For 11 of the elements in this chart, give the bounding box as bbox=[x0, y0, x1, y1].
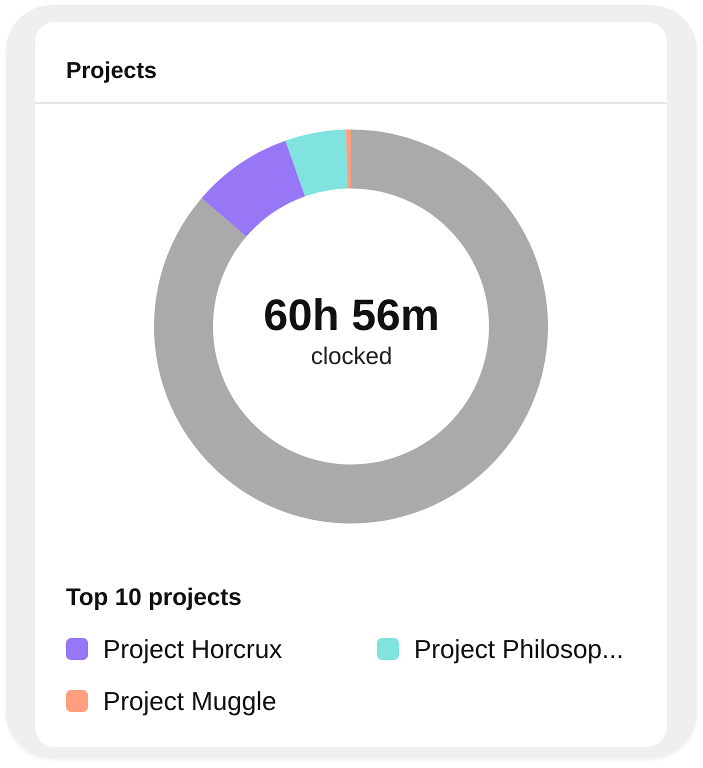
text: clocked bbox=[310, 343, 392, 370]
legend-title: Top 10 projects bbox=[66, 584, 242, 611]
donut-slice bbox=[202, 140, 306, 237]
donut-slice bbox=[285, 130, 348, 196]
chart-title: Projects bbox=[66, 56, 157, 83]
legend-label: Project Horcrux bbox=[103, 634, 282, 664]
legend-label: Project Muggle bbox=[103, 686, 276, 716]
text: 60h 56m bbox=[263, 290, 440, 340]
legend-label: Project Philosop... bbox=[414, 634, 624, 664]
donut-slice bbox=[346, 130, 351, 189]
donut-slice bbox=[154, 130, 548, 524]
